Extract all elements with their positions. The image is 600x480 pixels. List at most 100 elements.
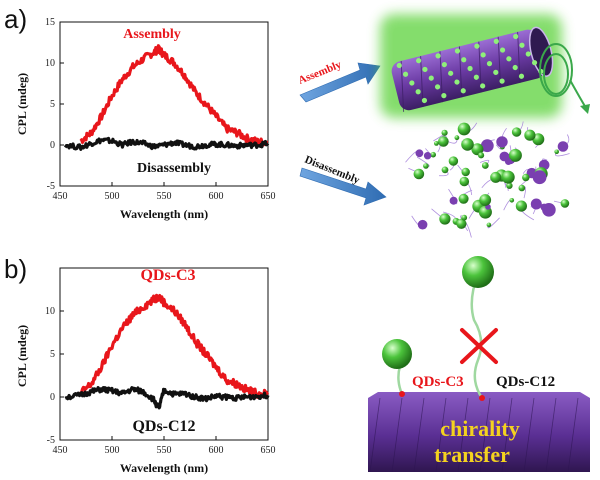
chart-b-xtick-label: 450 bbox=[53, 445, 68, 456]
short-ligand-quantum-dot: QDs-C3 bbox=[382, 339, 464, 397]
dispersed-quantum-dot bbox=[560, 199, 570, 208]
chart-b-xtick-label: 650 bbox=[261, 445, 276, 456]
chart-b-series-line-0 bbox=[79, 293, 270, 399]
dispersed-quantum-dot bbox=[480, 139, 494, 153]
dispersed-quantum-dot bbox=[554, 149, 559, 155]
dispersed-quantum-dot bbox=[542, 162, 548, 168]
dispersed-quantum-dot bbox=[413, 168, 425, 180]
tube-quantum-dot bbox=[454, 48, 461, 54]
dispersed-quantum-dot bbox=[506, 182, 513, 189]
dispersed-quantum-dot bbox=[454, 135, 460, 141]
dispersed-quantum-dot bbox=[524, 129, 536, 141]
chart-b-series-label-qds-c3: QDs-C3 bbox=[140, 267, 195, 284]
chart-a-xtick-label: 600 bbox=[209, 191, 224, 202]
tube-quantum-dot bbox=[422, 66, 428, 73]
tube-quantum-dot bbox=[531, 60, 538, 66]
chart-a-xtick-label: 500 bbox=[105, 191, 120, 202]
dispersed-quantum-dot bbox=[490, 171, 502, 183]
chart-b-series-label-qds-c12: QDs-C12 bbox=[132, 418, 195, 435]
chart-a-ytick-label: 5 bbox=[50, 99, 55, 110]
dispersed-quantum-dot bbox=[461, 214, 468, 221]
long-ligand-label: QDs-C12 bbox=[496, 374, 555, 390]
dispersed-quantum-dot bbox=[415, 149, 424, 158]
dispersed-quantum-dot bbox=[501, 170, 515, 184]
dispersed-quantum-dot bbox=[496, 136, 508, 148]
tube-quantum-dot bbox=[493, 69, 499, 75]
tube-quantum-dot bbox=[460, 88, 466, 94]
tube-quantum-dot bbox=[441, 93, 447, 99]
dispersed-quantum-dot bbox=[540, 203, 548, 211]
dispersed-quantum-dot bbox=[505, 158, 512, 166]
dispersed-quantum-dot bbox=[441, 166, 449, 174]
tube-quantum-dot bbox=[416, 58, 422, 64]
tube-quantum-dot bbox=[519, 42, 525, 48]
chart-b-series-line-1 bbox=[64, 386, 270, 410]
chart-b-xtick-label: 500 bbox=[105, 445, 120, 456]
dispersed-quantum-dot bbox=[448, 156, 459, 166]
tube-quantum-dot bbox=[467, 65, 473, 72]
chart-a-series-label-disassembly: Disassembly bbox=[137, 161, 211, 176]
tube-quantum-dot bbox=[454, 79, 460, 85]
chart-b-frame bbox=[59, 267, 269, 441]
dispersed-quantum-dot bbox=[457, 122, 471, 136]
chart-b-ytick-label: -5 bbox=[47, 435, 55, 446]
dispersed-quantum-dot bbox=[486, 222, 492, 228]
chart-a-xtick-label: 450 bbox=[53, 191, 68, 202]
tube-quantum-dot bbox=[409, 80, 415, 86]
tube-quantum-dot bbox=[434, 84, 441, 90]
dispersed-quantum-dot bbox=[434, 141, 439, 146]
tube-quantum-dot bbox=[486, 61, 493, 67]
tube-quantum-dot bbox=[421, 97, 428, 104]
chart-b-ytick-label: 0 bbox=[50, 392, 55, 403]
dispersed-quantum-dot bbox=[532, 170, 547, 185]
tube-quantum-dot bbox=[480, 83, 486, 89]
tube-quantum-dot bbox=[415, 89, 421, 95]
disassembly-arrow: Disassembly bbox=[299, 154, 387, 206]
tube-quantum-dot bbox=[506, 56, 512, 62]
dispersed-quantum-dot bbox=[511, 127, 522, 137]
panel-letter-b: b) bbox=[4, 254, 27, 284]
tube-quantum-dot bbox=[493, 38, 499, 44]
tube-quantum-dot bbox=[480, 52, 486, 58]
helical-nanotube bbox=[380, 14, 562, 118]
chart-b: 450 500 550 600 650 -5 0 5 10 Wavelength (nm) CP… bbox=[15, 267, 276, 475]
rotation-arrow-icon bbox=[539, 43, 590, 114]
dispersed-quantum-dot bbox=[417, 219, 428, 230]
dispersed-quantum-dot bbox=[522, 173, 530, 182]
dispersed-quantum-dot bbox=[423, 152, 432, 160]
dispersed-quantum-dot bbox=[557, 141, 569, 152]
tube-quantum-dot bbox=[513, 33, 519, 40]
chart-a-ytick-label: 10 bbox=[45, 58, 55, 69]
dispersed-quantum-dot bbox=[449, 196, 458, 205]
dispersed-quantum-dot bbox=[438, 136, 449, 147]
tube-quantum-dot bbox=[512, 64, 518, 71]
tube-quantum-dot bbox=[441, 61, 447, 68]
dispersed-quantum-dot bbox=[458, 193, 469, 204]
dispersed-quantum-dot bbox=[530, 198, 542, 210]
dispersed-quantum-dots bbox=[405, 121, 570, 238]
tube-quantum-dot bbox=[473, 74, 479, 80]
chart-b-xlabel: Wavelength (nm) bbox=[120, 461, 208, 475]
tube-quantum-dot bbox=[461, 57, 467, 63]
tube-quantum-dot bbox=[402, 71, 409, 77]
dispersed-quantum-dot bbox=[515, 200, 528, 212]
assembly-arrow: Assembly bbox=[297, 59, 381, 103]
substrate-label-line2: transfer bbox=[434, 442, 510, 467]
chart-a-xlabel: Wavelength (nm) bbox=[120, 207, 208, 221]
tube-quantum-dot bbox=[448, 70, 454, 76]
panel-letter-a: a) bbox=[4, 4, 27, 34]
tube-quantum-dot bbox=[474, 43, 480, 49]
chart-b-ytick-label: 5 bbox=[50, 349, 55, 360]
chart-a-ytick-label: 0 bbox=[50, 140, 55, 151]
dispersed-quantum-dot bbox=[508, 148, 522, 162]
cross-mark-icon bbox=[460, 328, 498, 364]
dispersed-quantum-dot bbox=[441, 129, 448, 136]
tube-quantum-dot bbox=[396, 62, 402, 69]
tube-quantum-dot bbox=[499, 78, 505, 84]
dispersed-quantum-dot bbox=[456, 218, 467, 229]
dispersed-quantum-dot bbox=[481, 162, 489, 169]
chart-a-ytick-label: 15 bbox=[45, 17, 55, 28]
tube-quantum-dot bbox=[428, 75, 434, 81]
tube-quantum-dot bbox=[435, 53, 441, 59]
